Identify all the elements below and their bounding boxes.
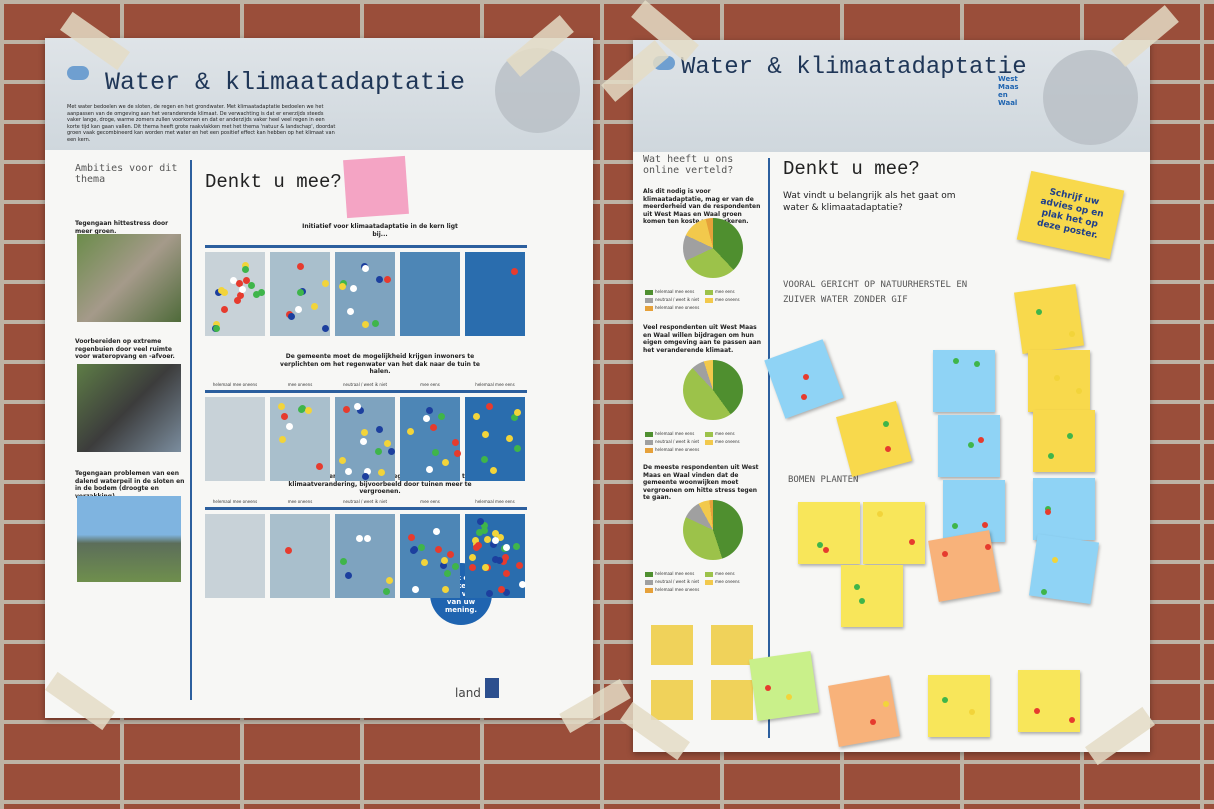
- page: Water & klimaatadaptatie html,body{margi…: [0, 0, 1214, 809]
- tape: [559, 679, 631, 733]
- tape: [620, 702, 690, 760]
- tape: [60, 12, 130, 70]
- tape: [601, 40, 669, 102]
- decorations: [0, 0, 1214, 809]
- photo: {"left_poster":{"title":"Water & klimaat…: [0, 0, 1214, 809]
- tape: [1085, 707, 1155, 765]
- tape: [506, 15, 574, 77]
- tape: [45, 672, 115, 730]
- tape: [1111, 5, 1179, 67]
